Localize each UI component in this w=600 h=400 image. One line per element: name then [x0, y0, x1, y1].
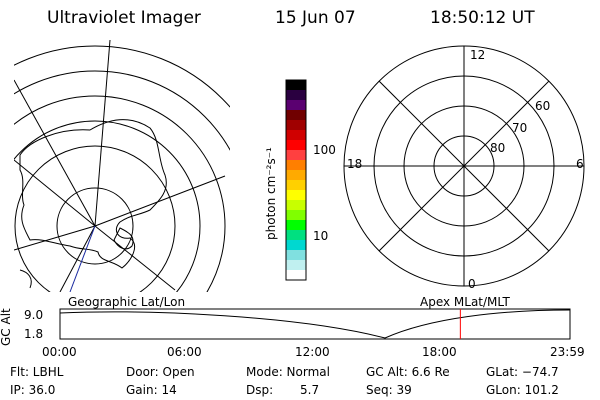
polar-label-18: 18 [347, 157, 363, 171]
ip-info: IP: 36.0 [10, 383, 56, 397]
colorbar-swatch [286, 100, 306, 111]
colorbar-swatch [286, 110, 306, 121]
colorbar-swatch [286, 80, 306, 91]
altitude-curve [59, 309, 571, 339]
polar-lat-80: 80 [490, 141, 506, 155]
instrument-title: Ultraviolet Imager [47, 8, 201, 28]
mode-info: Mode: Normal [246, 365, 330, 379]
colorbar-swatch [286, 260, 306, 271]
colorbar-swatch [286, 120, 306, 131]
x-tick-2: 12:00 [295, 345, 330, 359]
colorbar-swatch [286, 150, 306, 161]
colorbar-swatch [286, 170, 306, 181]
geographic-label: Geographic Lat/Lon [68, 295, 186, 309]
colorbar-swatch [286, 240, 306, 251]
x-tick-3: 18:00 [422, 345, 457, 359]
colorbar-frame [285, 79, 307, 281]
apex-label: Apex MLat/MLT [420, 295, 510, 309]
polar-lat-70: 70 [512, 121, 528, 135]
polar-label-6: 6 [576, 157, 584, 171]
polar-label-0: 0 [468, 277, 476, 291]
colorbar-tick-10: 10 [313, 229, 329, 243]
y-tick-bottom: 1.8 [24, 327, 44, 341]
colorbar-swatch [286, 190, 306, 201]
colorbar-swatch [286, 130, 306, 141]
colorbar-swatch [286, 160, 306, 171]
lat-circle-inner [56, 187, 134, 265]
x-tick-0: 00:00 [42, 345, 77, 359]
colorbar-swatch [286, 200, 306, 211]
seq-info: Seq: 39 [366, 383, 412, 397]
observation-date: 15 Jun 07 [275, 8, 356, 28]
dsp-label: Dsp: [246, 383, 274, 397]
y-tick-top: 9.0 [24, 308, 44, 322]
colorbar-swatch [286, 220, 306, 231]
door-info: Door: Open [126, 365, 195, 379]
colorbar-swatch [286, 210, 306, 221]
observation-time: 18:50:12 UT [430, 8, 535, 28]
colorbar-tick-100: 100 [313, 143, 336, 157]
x-tick-1: 06:00 [167, 345, 202, 359]
colorbar-swatch [286, 180, 306, 191]
x-tick-4: 23:59 [550, 345, 585, 359]
colorbar-swatch [286, 140, 306, 151]
glat-info: GLat: −74.7 [486, 365, 559, 379]
dsp-value: 5.7 [300, 383, 320, 397]
colorbar-swatch [286, 230, 306, 241]
glon-info: GLon: 101.2 [486, 383, 559, 397]
gain-info: Gain: 14 [126, 383, 177, 397]
filter-info: Flt: LBHL [10, 365, 64, 379]
polar-lat-60: 60 [535, 99, 551, 113]
colorbar-swatch [286, 250, 306, 261]
gc-alt-info: GC Alt: 6.6 Re [366, 365, 450, 379]
colorbar-swatch [286, 270, 306, 281]
colorbar-swatch [286, 90, 306, 101]
polar-label-12: 12 [470, 48, 486, 62]
